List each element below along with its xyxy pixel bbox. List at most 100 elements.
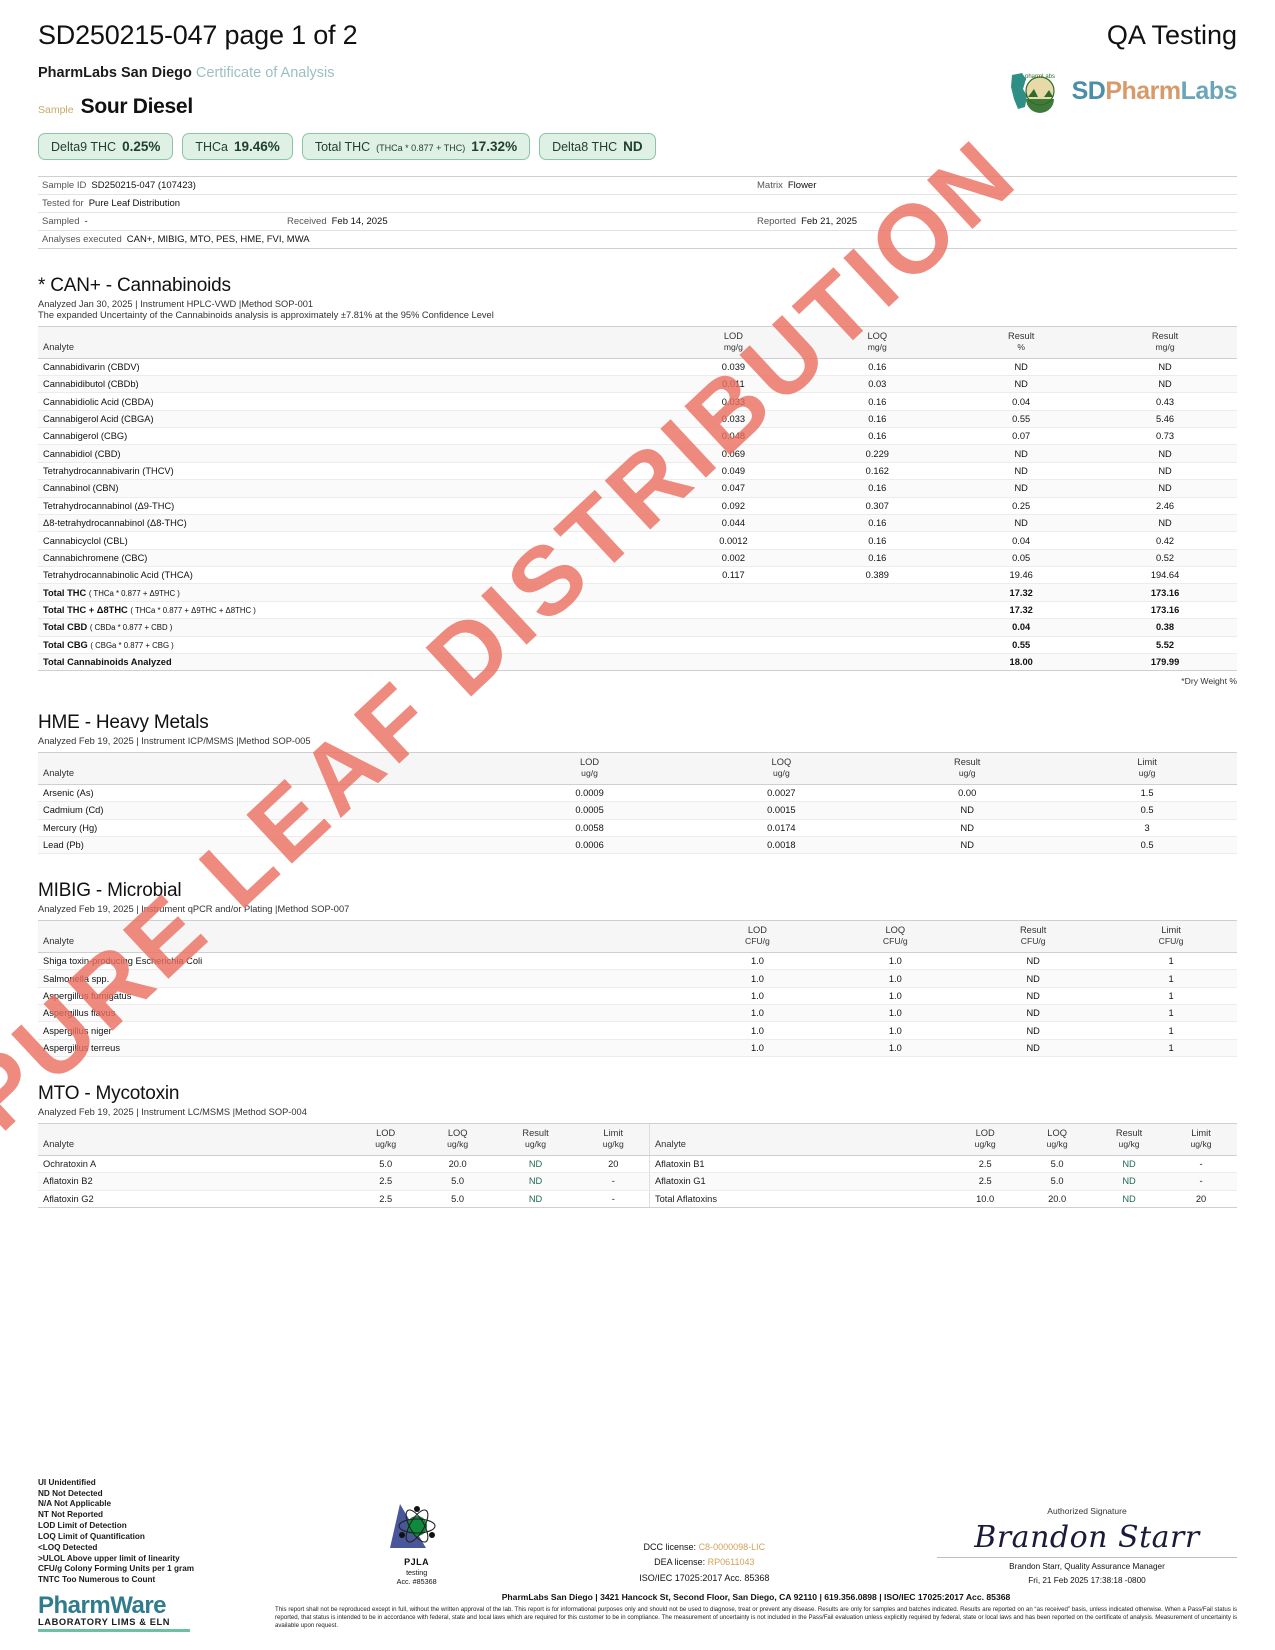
- table-header-row: Analyte LOD ug/kg LOQ ug/kg Result ug/kg Li…: [38, 1123, 1237, 1156]
- dcc-label: DCC license:: [643, 1542, 697, 1553]
- legend-item: N/A Not Applicable: [38, 1499, 112, 1509]
- section-mycotoxin: MTO - Mycotoxin Analyzed Feb 19, 2025 | …: [38, 1083, 1237, 1208]
- col-result-right: Result ug/kg: [1093, 1123, 1166, 1156]
- cannabinoids-table: Analyte LOD mg/g LOQ mg/g Result% Result mg…: [38, 326, 1237, 672]
- table-row: Salmonella spp. 1.0 1.0 ND 1: [38, 969, 1237, 988]
- section-title: MTO - Mycotoxin: [38, 1083, 180, 1105]
- col-lod: LOD ug/g: [493, 752, 686, 785]
- col-loq: LOQ ug/g: [685, 752, 878, 785]
- section-title: MIBIG - Microbial: [38, 880, 182, 902]
- table-row: Aspergillus flavus 1.0 1.0 ND 1: [38, 1004, 1237, 1023]
- info-row-analyses: Analyses executed CAN+, MIBIG, MTO, PES, …: [38, 230, 1237, 249]
- table-header-row: Analyte LOD CFU/g LOQ CFU/g Result CFU/g Li…: [38, 920, 1237, 953]
- section-heavy-metals: HME - Heavy Metals Analyzed Feb 19, 2025…: [38, 712, 1237, 855]
- legend-item: LOQ Limit of Quantification: [38, 1531, 145, 1541]
- col-lod-right: LOD ug/kg: [949, 1123, 1022, 1156]
- table-row-total: Total THC + Δ8THC ( THCa * 0.877 + Δ9THC…: [38, 601, 1237, 620]
- logo-sd: SD: [1071, 76, 1106, 105]
- col-loq: LOQ CFU/g: [829, 920, 962, 953]
- sampled-value: -: [84, 216, 88, 227]
- col-result: Result ug/g: [877, 752, 1058, 785]
- pill-label: THCa: [195, 140, 229, 154]
- matrix-value: Flower: [787, 180, 817, 191]
- col-loq-left: LOQ ug/kg: [421, 1123, 494, 1156]
- sample-name: Sour Diesel: [80, 95, 194, 118]
- table-row: Aspergillus fumigatus 1.0 1.0 ND 1: [38, 987, 1237, 1006]
- table-row: Cannabichromene (CBC) 0.002 0.16 0.05 0.52: [38, 549, 1237, 568]
- table-row: Aspergillus niger 1.0 1.0 ND 1: [38, 1021, 1237, 1040]
- col-lod: LOD CFU/g: [685, 920, 830, 953]
- pill-delta9-thc: Delta9 THC 0.25%: [38, 133, 174, 160]
- pharmware-name-b: Ware: [110, 1592, 166, 1619]
- pharmware-logo: PharmWare LABORATORY LIMS & ELN: [38, 1592, 218, 1632]
- lab-identity: PharmLabs San Diego Certificate of Analys…: [38, 65, 335, 81]
- heavy-metals-table: Analyte LOD ug/g LOQ ug/g Result ug/g Limit…: [38, 752, 1237, 855]
- pill-delta8-thc: Delta8 THC ND: [539, 133, 656, 160]
- signature-caption: Authorized Signature: [1047, 1505, 1127, 1516]
- col-limit: Limit ug/g: [1057, 752, 1237, 785]
- sample-heading: Sample Sour Diesel: [38, 95, 335, 119]
- table-row-total: Total CBD ( CBDa * 0.877 + CBD ) 0.04 0.38: [38, 618, 1237, 637]
- col-result-mgg: Result mg/g: [1093, 326, 1237, 359]
- pjla-atom-icon: [386, 1498, 448, 1556]
- table-row: Cadmium (Cd) 0.0005 0.0015 ND 0.5: [38, 801, 1237, 820]
- section-meta: Analyzed Feb 19, 2025 | Instrument LC/MS…: [38, 1107, 307, 1118]
- legend-item: UI Unidentified: [38, 1477, 96, 1487]
- pill-value: 0.25%: [122, 139, 161, 154]
- table-row: Mercury (Hg) 0.0058 0.0174 ND 3: [38, 819, 1237, 838]
- coa-label: Certificate of Analysis: [195, 65, 335, 81]
- reported-value: Feb 21, 2025: [801, 216, 858, 227]
- signature-timestamp: Fri, 21 Feb 2025 17:38:18 -0800: [1028, 1575, 1146, 1585]
- legal-disclaimer: This report shall not be reproduced exce…: [275, 1606, 1237, 1629]
- table-row: Cannabidiol (CBD) 0.069 0.229 ND ND: [38, 444, 1237, 463]
- col-limit-right: Limit ug/kg: [1165, 1123, 1237, 1156]
- section-title: * CAN+ - Cannabinoids: [38, 275, 231, 296]
- heavy-metals-rows: Arsenic (As) 0.0009 0.0027 0.00 1.5 Cadmium …: [38, 784, 1237, 855]
- cannabinoids-rows: Cannabidivarin (CBDV) 0.039 0.16 ND ND Canna…: [38, 358, 1237, 672]
- accreditation-block: PJLA testing Acc. #85368: [362, 1498, 472, 1586]
- pill-label: Total THC: [314, 140, 371, 154]
- pjla-acc: Acc. #85368: [396, 1577, 437, 1586]
- sample-label: Sample: [38, 104, 74, 116]
- col-analyte: Analyte: [38, 920, 686, 953]
- sdpharmlabs-logo: pharmLabs SDPharmLabs: [1006, 69, 1238, 113]
- dcc-license-row: DCC license: C8-0000098-LIC: [639, 1540, 769, 1555]
- table-row: Cannabidibutol (CBDb) 0.011 0.03 ND ND: [38, 375, 1237, 394]
- pharmware-wordmark: PharmWare: [38, 1592, 218, 1620]
- table-row-total: Total THC ( THCa * 0.877 + Δ9THC ) 17.32 1…: [38, 583, 1237, 602]
- table-row: Cannabicyclol (CBL) 0.0012 0.16 0.04 0.42: [38, 531, 1237, 550]
- table-row: Tetrahydrocannabinol (Δ9-THC) 0.092 0.307 0…: [38, 497, 1237, 515]
- table-row: Tetrahydrocannabinolic Acid (THCA) 0.117 0…: [38, 566, 1237, 585]
- col-loq-right: LOQ ug/kg: [1021, 1123, 1094, 1156]
- received-label: Received: [287, 216, 327, 227]
- lab-address: PharmLabs San Diego | 3421 Hancock St, S…: [501, 1592, 1011, 1602]
- pill-value: ND: [623, 139, 643, 154]
- legend-item: NT Not Reported: [38, 1510, 104, 1520]
- info-row-sampled: Sampled - Received Feb 14, 2025 Reported Fe…: [38, 212, 1237, 230]
- col-loq: LOQ mg/g: [805, 326, 950, 359]
- legend-item: >ULOL Above upper limit of linearity: [38, 1553, 180, 1563]
- signature-rule: [937, 1556, 1237, 1558]
- table-header-row: Analyte LOD mg/g LOQ mg/g Result% Result mg…: [38, 326, 1237, 359]
- table-row: Lead (Pb) 0.0006 0.0018 ND 0.5: [38, 836, 1237, 855]
- section-meta: Analyzed Feb 19, 2025 | Instrument ICP/M…: [38, 736, 311, 747]
- table-row: Δ8-tetrahydrocannabinol (Δ8-THC) 0.044 0.1…: [38, 514, 1237, 533]
- col-analyte: Analyte: [38, 326, 662, 359]
- table-row: Shiga toxin-producing Escherichia Coli 1.…: [38, 952, 1237, 971]
- table-row: Aflatoxin B2 2.5 5.0 ND - Aflatoxin G1 2…: [38, 1172, 1237, 1191]
- pill-total-thc: Total THC (THCa * 0.877 + THC) 17.32%: [301, 133, 531, 160]
- table-row: Aspergillus terreus 1.0 1.0 ND 1: [38, 1039, 1237, 1058]
- sampled-label: Sampled: [42, 216, 80, 227]
- table-row: Cannabigerol Acid (CBGA) 0.033 0.16 0.55 5.4…: [38, 410, 1237, 429]
- pjla-name: PJLA: [404, 1556, 430, 1567]
- legend-item: TNTC Too Numerous to Count: [38, 1575, 156, 1585]
- matrix-label: Matrix: [757, 180, 783, 191]
- legend-item: ND Not Detected: [38, 1488, 103, 1498]
- pill-label: Delta8 THC: [552, 140, 618, 154]
- col-lod-left: LOD ug/kg: [349, 1123, 422, 1156]
- analyses-label: Analyses executed: [42, 234, 122, 245]
- pill-formula: (THCa * 0.877 + THC): [376, 143, 466, 153]
- mycotoxin-table: Analyte LOD ug/kg LOQ ug/kg Result ug/kg Li…: [38, 1123, 1237, 1208]
- table-row: Cannabigerol (CBG) 0.048 0.16 0.07 0.73: [38, 427, 1237, 446]
- table-row: Arsenic (As) 0.0009 0.0027 0.00 1.5: [38, 784, 1237, 803]
